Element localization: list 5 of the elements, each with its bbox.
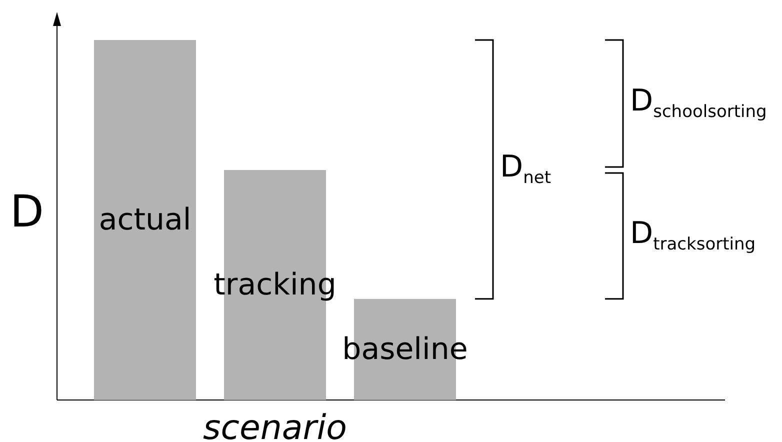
x-tick-label: tracking	[214, 267, 336, 302]
x-tick-label: baseline	[342, 332, 468, 367]
y-axis-title: D	[10, 186, 44, 238]
x-tick-label: actual	[98, 202, 192, 238]
x-axis-title: scenario	[203, 408, 347, 442]
